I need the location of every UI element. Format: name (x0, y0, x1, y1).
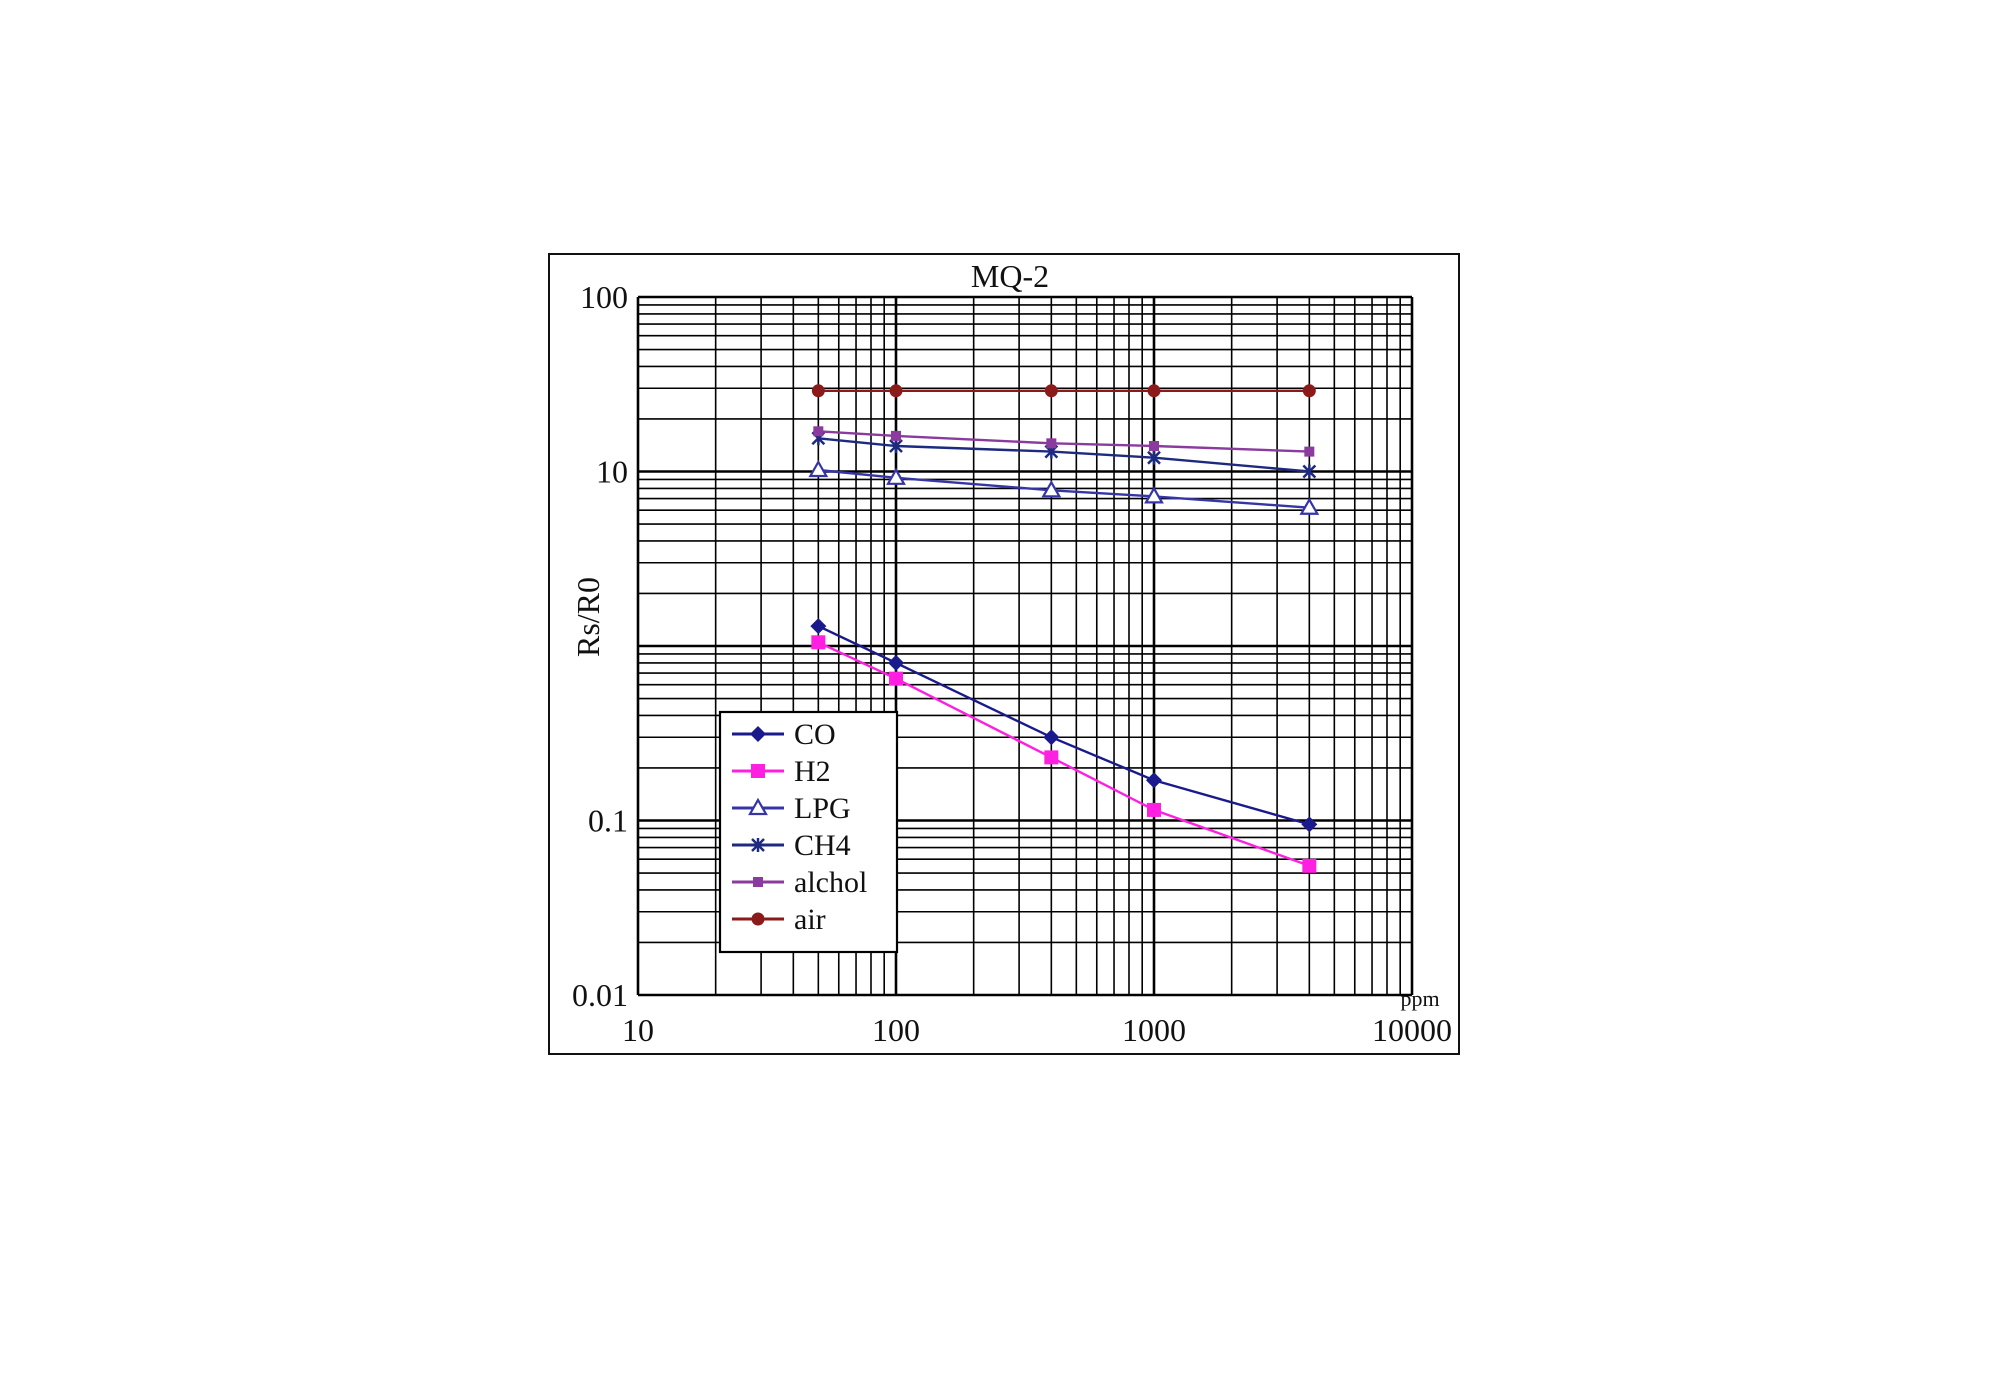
data-point-lpg (1041, 480, 1062, 498)
data-point-co (1043, 729, 1060, 746)
data-point-ch4 (889, 439, 903, 454)
series-h2 (811, 635, 1317, 873)
y-tick-label: 10 (596, 454, 628, 490)
x-tick-label: 10 (622, 1012, 654, 1048)
series-alchol (813, 426, 1315, 457)
data-point-h2 (1302, 858, 1317, 873)
legend-label: CO (794, 718, 836, 751)
legend-label: H2 (794, 755, 831, 788)
data-point-co (810, 618, 827, 635)
data-point-air (889, 384, 903, 398)
legend-item-h2: H2 (732, 755, 831, 788)
data-point-h2 (811, 635, 826, 650)
y-tick-label: 0.1 (588, 803, 628, 839)
series-ch4 (811, 431, 1317, 479)
data-point-lpg (1144, 486, 1164, 504)
legend: CO H2 LPG CH4 alchol air (718, 710, 899, 954)
series-layer (808, 384, 1320, 873)
y-tick-label: 0.01 (572, 977, 628, 1013)
legend-label: alchol (794, 866, 867, 899)
data-point-ch4 (1302, 464, 1317, 479)
x-tick-label: 10000 (1372, 1012, 1452, 1048)
tick-labels: 10 100 1000 10000 0.01 0.1 10 100 (572, 279, 1452, 1048)
data-point-lpg (886, 467, 906, 485)
data-point-alchol (1046, 438, 1057, 449)
grid (636, 295, 1414, 997)
series-co (810, 618, 1318, 833)
data-point-co (1146, 772, 1162, 789)
y-axis-label: Rs/R0 (570, 577, 606, 657)
data-point-air (811, 384, 825, 398)
data-point-alchol (813, 426, 824, 437)
data-point-co (888, 654, 904, 671)
legend-label: CH4 (794, 829, 851, 862)
data-point-co (1301, 816, 1318, 833)
legend-swatch-marker (751, 912, 765, 926)
data-point-alchol (1149, 441, 1159, 452)
data-point-air (1302, 384, 1316, 398)
legend-item-air: air (732, 903, 826, 936)
data-point-ch4 (1147, 450, 1161, 465)
chart-frame: MQ-2 Rs/R0 ppm 10 100 1000 10000 0.01 0.1 10 10… (548, 253, 1460, 1055)
data-point-h2 (1044, 750, 1059, 765)
data-point-lpg (1299, 497, 1320, 515)
legend-swatch-marker (753, 877, 763, 887)
legend-swatch-marker (751, 838, 765, 852)
data-point-h2 (889, 671, 903, 686)
legend-swatch-marker (748, 797, 768, 816)
legend-item-ch4: CH4 (732, 829, 851, 862)
series-air (811, 384, 1316, 398)
x-tick-label: 100 (872, 1012, 920, 1048)
chart-title: MQ-2 (971, 258, 1049, 294)
legend-box (718, 710, 899, 954)
series-lpg (808, 459, 1320, 515)
y-tick-label: 100 (580, 279, 628, 315)
legend-item-lpg: LPG (732, 792, 851, 825)
chart: MQ-2 Rs/R0 ppm 10 100 1000 100000.010.11010… (550, 255, 1457, 1052)
legend-label: LPG (794, 792, 851, 825)
x-tick-label: 1000 (1122, 1012, 1186, 1048)
data-point-alchol (891, 430, 901, 441)
legend-item-co: CO (732, 718, 836, 751)
data-point-air (1044, 384, 1058, 398)
x-unit-label: ppm (1400, 986, 1439, 1011)
data-point-h2 (1147, 802, 1161, 817)
data-point-alchol (1304, 446, 1315, 457)
legend-swatch-marker (751, 764, 765, 778)
legend-swatch-marker (750, 726, 766, 742)
legend-label: air (794, 903, 826, 936)
data-point-lpg (808, 459, 829, 478)
legend-item-alchol: alchol (732, 866, 867, 899)
data-point-air (1147, 384, 1161, 398)
